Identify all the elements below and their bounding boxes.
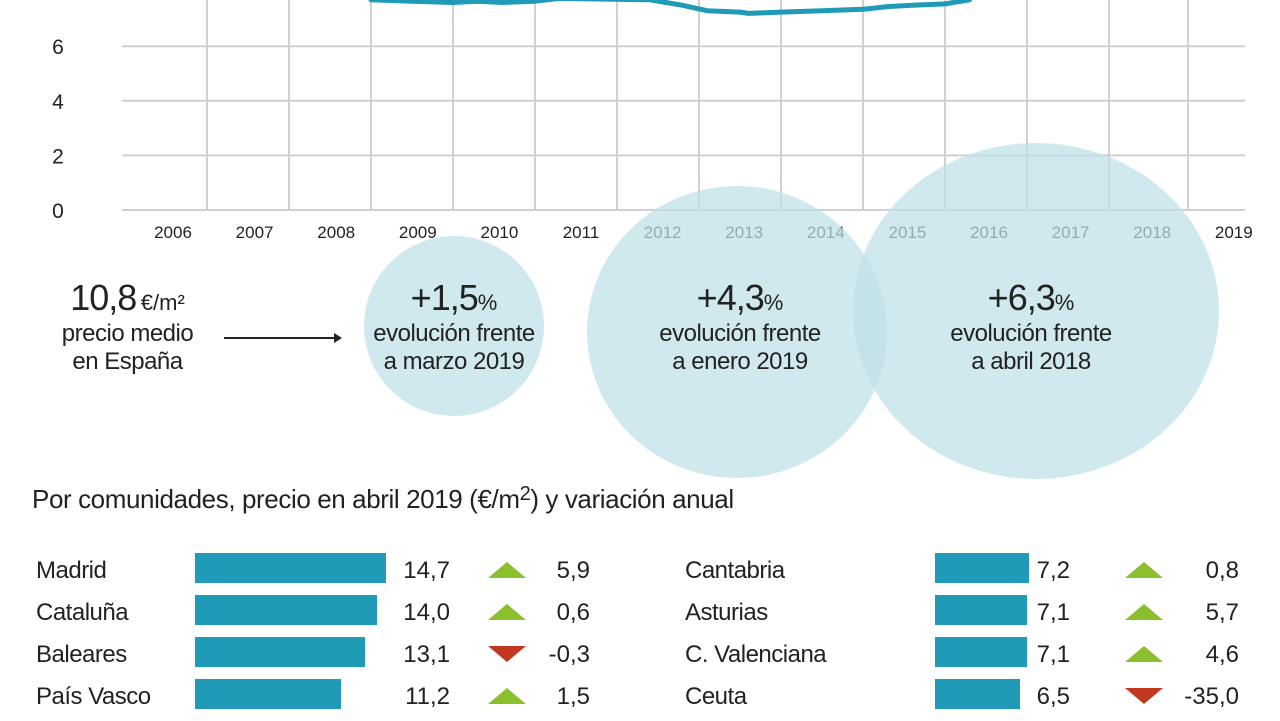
- region-price-value: 14,7: [403, 557, 450, 584]
- triangle-down-icon: [1125, 688, 1163, 704]
- triangle-up-icon: [1125, 604, 1163, 620]
- x-tick-label: 2011: [563, 223, 600, 242]
- y-tick-label: 2: [52, 145, 64, 168]
- region-price-bar: [195, 553, 387, 583]
- region-row: País Vasco 11,2 1,5: [36, 679, 606, 721]
- triangle-up-icon: [488, 688, 526, 704]
- regions-list-left: Madrid 14,7 5,9 Cataluña 14,0 0,6 Baleares 13,1…: [36, 553, 606, 721]
- average-price-value: 10,8: [70, 277, 137, 318]
- regions-list-right: Cantabria 7,2 0,8 Asturias 7,1 5,7 C. Valencia…: [685, 553, 1245, 721]
- x-tick-label: 2019: [1215, 223, 1253, 242]
- regions-title: Por comunidades, precio en abril 2019 (€…: [32, 483, 734, 515]
- region-price-bar: [195, 595, 377, 625]
- region-change-value: 1,5: [556, 683, 590, 710]
- y-tick-label: 4: [52, 91, 64, 114]
- triangle-up-icon: [1125, 646, 1163, 662]
- change-value: +6,3: [987, 277, 1056, 318]
- x-tick-label: 2006: [154, 223, 192, 242]
- change-stat-month: +1,5% evolución frente a marzo 2019: [344, 280, 564, 376]
- change-label-2: a enero 2019: [672, 348, 808, 375]
- region-name: Madrid: [36, 557, 107, 584]
- region-row: Madrid 14,7 5,9: [36, 553, 606, 595]
- region-price-bar: [195, 679, 341, 709]
- region-change-value: 0,6: [556, 599, 590, 626]
- region-price-value: 7,2: [1036, 557, 1070, 584]
- region-row: C. Valenciana 7,1 4,6: [685, 637, 1245, 679]
- region-row: Cantabria 7,2 0,8: [685, 553, 1245, 595]
- region-change-value: -35,0: [1184, 683, 1239, 710]
- chart-series: [368, 0, 973, 16]
- bubble-month: [364, 236, 544, 416]
- triangle-up-icon: [488, 604, 526, 620]
- region-change-value: -0,3: [548, 641, 590, 668]
- region-change-value: 5,7: [1205, 599, 1239, 626]
- change-label-2: a marzo 2019: [383, 348, 525, 375]
- change-value: +4,3: [696, 277, 765, 318]
- x-tick-label: 2008: [317, 223, 355, 242]
- x-tick-label: 2007: [236, 223, 274, 242]
- regions-title-sup: 2: [519, 483, 531, 505]
- change-value: +1,5: [410, 277, 479, 318]
- region-name: C. Valenciana: [685, 641, 827, 668]
- change-label-1: evolución frente: [373, 320, 535, 347]
- region-price-bar: [195, 637, 366, 667]
- arrow-icon: [224, 333, 342, 343]
- region-change-value: 4,6: [1205, 641, 1239, 668]
- change-label-1: evolución frente: [950, 320, 1112, 347]
- y-tick-label: 0: [52, 200, 64, 223]
- region-price-value: 6,5: [1036, 683, 1070, 710]
- average-price-unit: €/m²: [140, 290, 185, 315]
- region-price-value: 13,1: [403, 641, 450, 668]
- change-stat-annual: +6,3% evolución frente a abril 2018: [921, 280, 1141, 376]
- change-label-2: a abril 2018: [971, 348, 1091, 375]
- region-row: Ceuta 6,5 -35,0: [685, 679, 1245, 721]
- region-name: Cantabria: [685, 557, 785, 584]
- average-price-label-1: precio medio: [61, 320, 194, 347]
- region-name: Ceuta: [685, 683, 747, 710]
- region-row: Baleares 13,1 -0,3: [36, 637, 606, 679]
- change-label-1: evolución frente: [659, 320, 821, 347]
- region-price-bar: [935, 553, 1029, 583]
- bubble-annual: [853, 143, 1219, 479]
- change-stat-january: +4,3% evolución frente a enero 2019: [630, 280, 850, 376]
- region-price-value: 14,0: [403, 599, 450, 626]
- region-price-bar: [935, 679, 1020, 709]
- y-axis-ticks: 0 2 4 6: [52, 36, 64, 223]
- region-price-value: 7,1: [1036, 599, 1070, 626]
- region-row: Cataluña 14,0 0,6: [36, 595, 606, 637]
- y-tick-label: 6: [52, 36, 64, 59]
- change-unit: %: [1054, 290, 1075, 315]
- average-price-stat: 10,8 €/m² precio medio en España: [40, 280, 215, 376]
- region-price-value: 7,1: [1036, 641, 1070, 668]
- triangle-up-icon: [488, 562, 526, 578]
- region-name: Cataluña: [36, 599, 129, 626]
- bubble-january: [587, 186, 887, 478]
- triangle-down-icon: [488, 646, 526, 662]
- region-price-bar: [935, 595, 1028, 625]
- change-unit: %: [763, 290, 784, 315]
- average-price-label-2: en España: [72, 348, 183, 375]
- x-tick-label: 2009: [399, 223, 437, 242]
- triangle-up-icon: [1125, 562, 1163, 578]
- region-row: Asturias 7,1 5,7: [685, 595, 1245, 637]
- region-name: Baleares: [36, 641, 127, 668]
- region-change-value: 0,8: [1205, 557, 1239, 584]
- regions-title-tail: ) y variación anual: [530, 484, 734, 514]
- region-name: País Vasco: [36, 683, 151, 710]
- change-unit: %: [477, 290, 498, 315]
- region-name: Asturias: [685, 599, 768, 626]
- region-price-bar: [935, 637, 1028, 667]
- x-tick-label: 2010: [480, 223, 518, 242]
- region-change-value: 5,9: [556, 557, 590, 584]
- regions-title-text: Por comunidades, precio en abril 2019 (€…: [32, 484, 520, 514]
- region-price-value: 11,2: [405, 683, 450, 710]
- price-series-line: [368, 0, 973, 16]
